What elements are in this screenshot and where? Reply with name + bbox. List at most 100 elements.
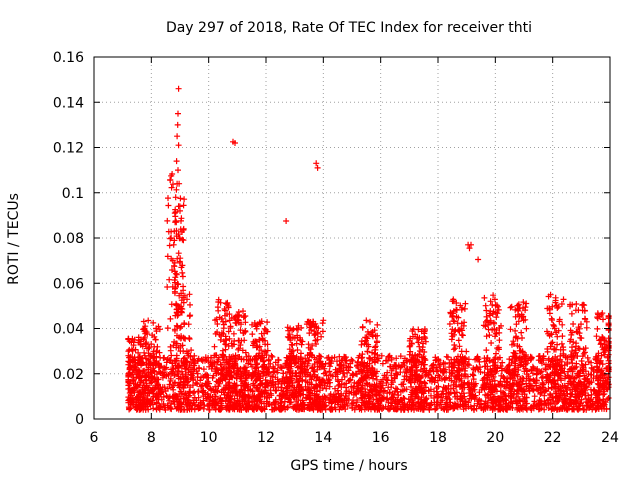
data-point	[226, 358, 233, 365]
data-point	[427, 377, 433, 384]
data-point	[495, 356, 501, 363]
data-point	[493, 329, 500, 336]
data-point	[487, 298, 494, 305]
data-point	[568, 331, 575, 338]
data-point	[149, 332, 156, 339]
data-point	[259, 354, 265, 361]
data-point	[300, 387, 306, 393]
data-point	[522, 361, 529, 368]
data-point	[569, 368, 576, 375]
data-point	[182, 366, 189, 372]
data-point	[317, 398, 324, 405]
data-point	[182, 365, 189, 372]
y-tick-label: 0	[75, 412, 84, 428]
data-point	[448, 361, 455, 368]
data-point	[395, 362, 402, 369]
data-point	[341, 373, 348, 380]
data-point	[142, 330, 149, 337]
data-point	[226, 311, 233, 318]
data-point	[450, 308, 457, 315]
data-point	[154, 394, 161, 400]
data-point	[331, 354, 338, 361]
data-point	[280, 370, 287, 377]
data-point	[311, 368, 318, 375]
data-point	[549, 384, 555, 391]
data-point	[567, 397, 574, 404]
data-point	[341, 370, 347, 377]
data-point	[334, 368, 341, 375]
data-point	[298, 341, 305, 348]
data-point	[390, 394, 397, 401]
data-point	[343, 357, 350, 364]
data-point	[158, 396, 165, 403]
data-point	[531, 393, 538, 400]
data-point	[434, 377, 441, 384]
data-point	[257, 390, 264, 397]
data-point	[396, 399, 403, 406]
data-point	[297, 390, 304, 397]
data-point	[462, 355, 468, 361]
data-point	[475, 398, 482, 405]
data-point	[525, 373, 532, 380]
data-point	[551, 346, 557, 353]
data-point	[168, 406, 175, 413]
data-point	[273, 387, 280, 394]
data-point	[137, 406, 144, 413]
data-point	[484, 366, 491, 373]
outlier-point	[175, 142, 182, 149]
data-point	[456, 371, 463, 378]
data-point	[203, 374, 210, 381]
data-point	[561, 382, 568, 389]
data-point	[507, 393, 514, 400]
data-point	[231, 384, 238, 390]
data-point	[579, 391, 586, 398]
grid-lines	[94, 57, 610, 419]
data-point	[290, 334, 296, 341]
data-point	[466, 362, 472, 369]
data-point	[213, 316, 220, 323]
data-point	[388, 354, 395, 361]
y-tick-label: 0.1	[62, 186, 84, 202]
data-point	[140, 394, 147, 401]
data-point	[569, 348, 575, 355]
data-point	[365, 395, 372, 402]
data-point	[516, 387, 522, 394]
data-point	[170, 386, 177, 393]
data-point	[458, 381, 465, 388]
data-point	[485, 394, 492, 401]
data-point	[253, 323, 260, 329]
data-point	[184, 382, 191, 389]
data-point	[179, 229, 185, 235]
data-point	[177, 259, 183, 266]
data-point	[140, 399, 147, 406]
data-point	[376, 402, 383, 409]
data-point	[498, 322, 504, 329]
data-point	[145, 390, 152, 397]
data-point	[602, 399, 609, 406]
data-point	[507, 399, 514, 406]
data-point	[585, 358, 592, 365]
data-point	[335, 382, 342, 389]
data-point	[401, 395, 408, 402]
data-point	[539, 381, 546, 388]
outlier-point	[175, 203, 182, 210]
data-point	[447, 385, 454, 392]
data-point	[549, 358, 555, 365]
data-point	[506, 356, 513, 363]
data-point	[574, 370, 581, 377]
data-point	[336, 397, 343, 404]
data-point	[508, 359, 515, 366]
data-point	[284, 368, 291, 375]
data-point	[490, 373, 497, 380]
data-point	[379, 382, 386, 389]
data-point	[192, 379, 199, 386]
y-axis-label: ROTI / TECUs	[6, 193, 22, 285]
data-point	[292, 390, 299, 397]
data-point	[570, 321, 577, 327]
data-point	[570, 399, 577, 405]
data-point	[573, 360, 580, 367]
data-point	[199, 382, 205, 389]
data-point	[385, 384, 392, 391]
data-point	[377, 402, 384, 408]
data-point	[299, 361, 306, 367]
